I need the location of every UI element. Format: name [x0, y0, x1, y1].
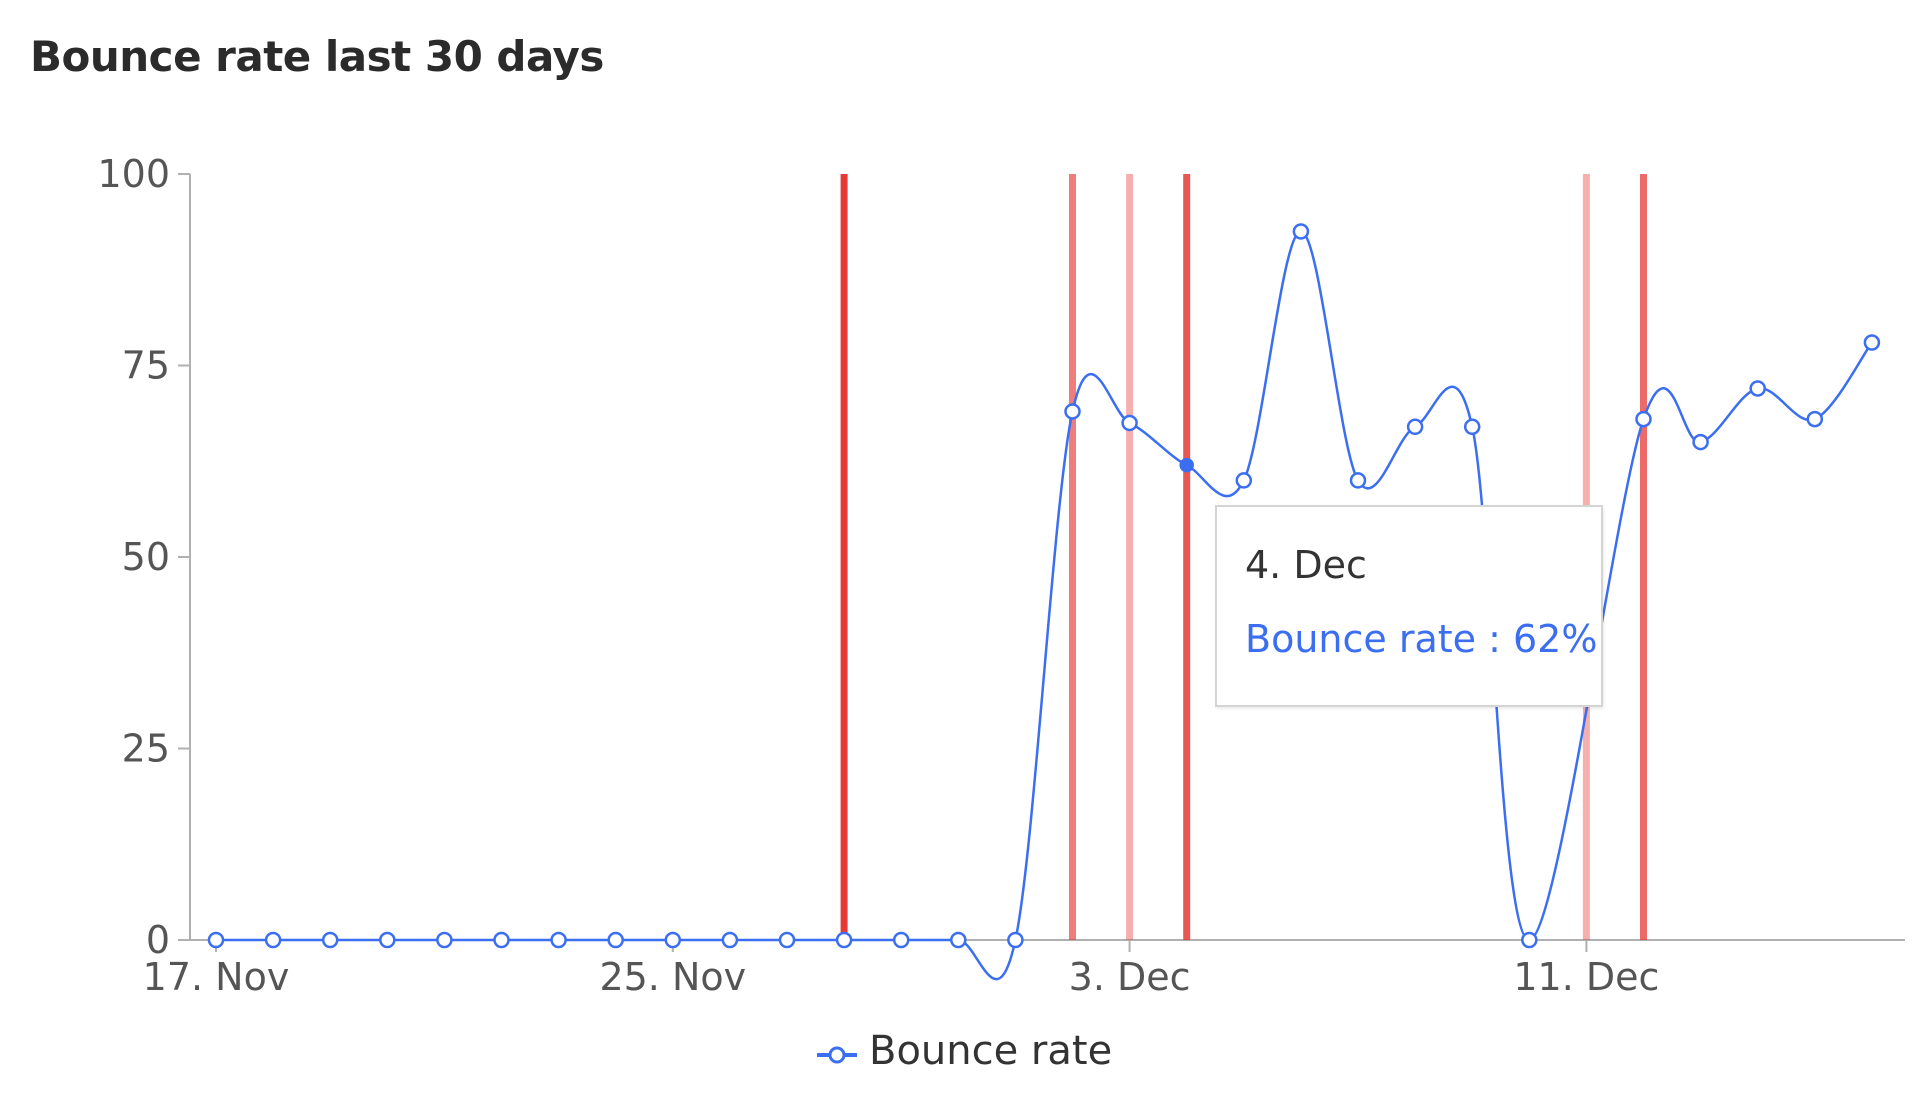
data-point — [1292, 223, 1310, 240]
legend-label: Bounce rate — [869, 1028, 1113, 1074]
data-point — [493, 931, 510, 949]
data-point — [321, 931, 339, 949]
data-point — [436, 931, 453, 949]
tooltip: 4. Dec Bounce rate : 62% — [1215, 505, 1603, 707]
data-point — [379, 931, 396, 949]
data-point — [1121, 414, 1138, 432]
chart-title: Bounce rate last 30 days — [30, 32, 604, 81]
legend-series-icon — [817, 1046, 857, 1064]
y-axis: 0 25 50 75 100 — [97, 152, 191, 962]
data-point — [892, 931, 910, 949]
y-tick-label: 50 — [122, 535, 170, 579]
x-tick-label: 25. Nov — [599, 955, 746, 999]
y-tick-label: 0 — [146, 918, 170, 962]
data-point — [950, 931, 967, 949]
series-line — [216, 230, 1873, 981]
y-tick-label: 100 — [97, 152, 170, 196]
data-point — [1635, 410, 1652, 428]
x-tick-label: 17. Nov — [143, 955, 290, 999]
data-point — [1749, 380, 1766, 397]
data-point — [607, 931, 624, 949]
data-point — [1349, 472, 1367, 489]
x-tick-label: 3. Dec — [1069, 955, 1191, 999]
x-tick-label: 11. Dec — [1513, 955, 1659, 999]
data-point — [778, 931, 796, 949]
data-point — [1463, 418, 1481, 436]
data-point — [835, 931, 853, 949]
data-point — [1064, 403, 1081, 420]
data-point — [207, 931, 225, 949]
data-point — [1521, 931, 1538, 949]
data-point — [1863, 334, 1881, 351]
data-point — [1692, 433, 1709, 451]
tooltip-value: Bounce rate : 62% — [1245, 617, 1598, 661]
highlighted-data-point — [1179, 457, 1194, 473]
data-point — [1007, 931, 1024, 949]
data-point — [1235, 472, 1253, 489]
data-point — [664, 931, 682, 949]
tooltip-date: 4. Dec — [1245, 543, 1367, 587]
y-tick-label: 25 — [122, 727, 170, 771]
data-point — [550, 931, 567, 949]
data-point — [1806, 410, 1824, 428]
y-tick-label: 75 — [122, 344, 170, 388]
data-point — [1406, 418, 1424, 436]
data-point — [721, 931, 739, 949]
data-point — [264, 931, 282, 949]
series-bounce-rate — [207, 223, 1881, 981]
x-axis: 17. Nov 25. Nov 3. Dec 11. Dec — [143, 939, 1905, 999]
